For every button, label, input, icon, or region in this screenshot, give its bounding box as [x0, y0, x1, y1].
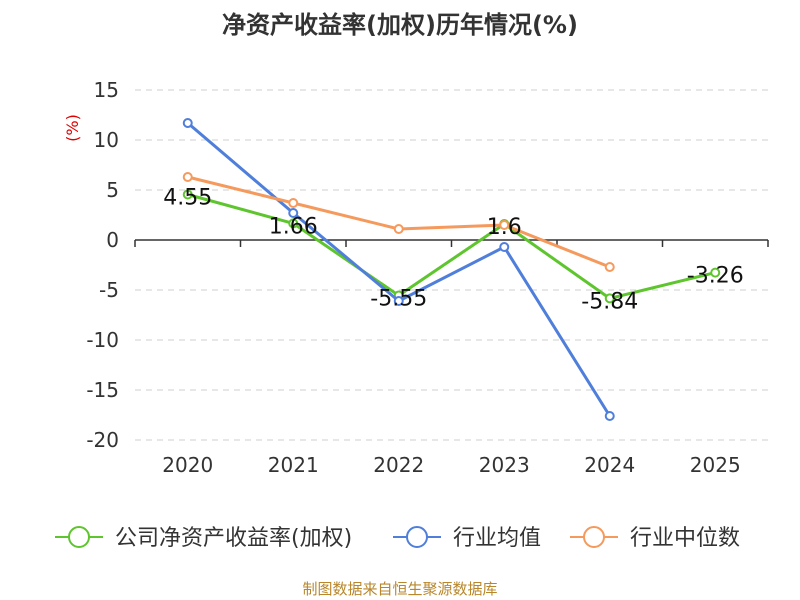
- data-label: -5.84: [581, 289, 638, 314]
- data-label: -3.26: [687, 264, 744, 289]
- data-point-2: [288, 198, 299, 208]
- data-point-2: [182, 172, 193, 182]
- data-labels: 4.55 1.66 -5.55 1.6 -5.84 -3.26: [163, 186, 743, 315]
- y-tick-label: -5: [99, 278, 119, 302]
- y-axis-label: (%): [63, 114, 82, 142]
- series-line-0: [187, 193, 716, 300]
- data-point-1: [288, 208, 299, 218]
- data-label: 1.6: [487, 215, 522, 240]
- data-point-2: [393, 224, 404, 234]
- data-point-2: [499, 220, 510, 230]
- y-tick-label: -15: [86, 378, 119, 402]
- legend-swatch-marker: [406, 526, 428, 548]
- legend: 公司净资产收益率(加权) 行业均值 行业中位数: [55, 526, 740, 551]
- x-tick-label: 2022: [373, 453, 424, 477]
- data-label: 4.55: [163, 186, 212, 211]
- data-point-1: [604, 411, 615, 421]
- source-note: 制图数据来自恒生聚源数据库: [302, 580, 497, 598]
- data-point-2: [604, 262, 615, 272]
- y-tick-label: 5: [106, 178, 119, 202]
- legend-label: 公司净资产收益率(加权): [115, 526, 352, 551]
- data-point-0: [604, 293, 615, 304]
- legend-label: 行业中位数: [630, 526, 740, 551]
- x-tick-label: 2025: [690, 453, 741, 477]
- data-point-1: [182, 118, 193, 128]
- data-point-0: [288, 218, 299, 229]
- data-label: 1.66: [269, 214, 318, 239]
- data-point-0: [710, 267, 721, 278]
- x-tick-label: 2020: [162, 453, 213, 477]
- data-point-0: [182, 189, 193, 200]
- x-tick-label: 2024: [584, 453, 635, 477]
- chart-title: 净资产收益率(加权)历年情况(%): [222, 11, 578, 39]
- legend-label: 行业均值: [453, 526, 541, 551]
- y-tick-label: 10: [94, 128, 119, 152]
- series-line-1: [186, 121, 612, 417]
- y-tick-label: 0: [106, 228, 119, 252]
- grid-lines: [135, 89, 768, 441]
- series-lines: [182, 118, 721, 421]
- x-tick-label: 2023: [479, 453, 530, 477]
- legend-swatch-marker: [583, 526, 605, 548]
- axes: 15 10 5 0 -5 -10 -15 -20 2020 2021 2022 2023 2024 202…: [86, 78, 769, 477]
- data-label: -5.55: [370, 287, 427, 312]
- y-tick-label: -20: [86, 428, 119, 452]
- data-point-1: [499, 242, 510, 252]
- y-tick-label: 15: [94, 78, 119, 102]
- y-tick-label: -10: [86, 328, 119, 352]
- x-tick-label: 2021: [268, 453, 319, 477]
- legend-swatch-marker: [68, 526, 90, 548]
- data-point-1: [393, 296, 404, 306]
